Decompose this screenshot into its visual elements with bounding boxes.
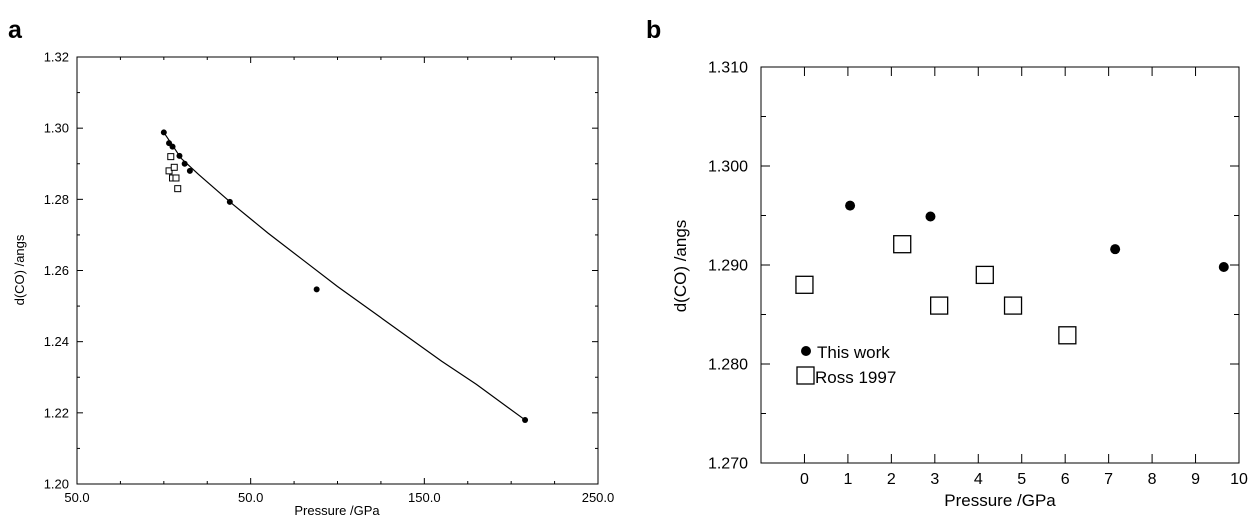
data-point-ross-1997 [930,296,949,315]
ytick-label: 1.32 [44,50,69,65]
data-point-this-work [169,143,176,150]
data-point-ross-1997 [174,185,182,193]
xtick-label: 0 [800,471,809,488]
data-point-this-work [522,416,529,423]
ytick-label: 1.300 [708,159,748,176]
xtick-label: 5 [1017,471,1026,488]
ytick-label: 1.30 [44,121,69,136]
data-point-ross-1997 [975,265,994,285]
data-point-ross-1997 [167,153,175,161]
chart-a-ticks: 1.20 1.22 1.24 1.26 1.28 1.30 1.32 50.0 50.0 150.… [44,50,615,505]
data-point-this-work [176,152,183,159]
xtick-label: 8 [1148,471,1157,488]
data-point-ross-1997 [795,275,814,294]
data-point-this-work [1218,261,1229,272]
xtick-label: 10 [1230,471,1248,488]
xtick-label: 50.0 [64,490,89,505]
ytick-label: 1.270 [708,456,748,473]
fit-curve [163,132,526,421]
chart-a-ylabel: d(CO) /angs [12,234,27,305]
legend-ross-1997-label: Ross 1997 [815,368,896,387]
xtick-label: 3 [930,471,939,488]
chart-b-ticks: 1.270 1.280 1.290 1.300 1.310 0 1 2 3 4 5 6 7 8 9 10 [708,60,1248,488]
chart-b-legend: This work Ross 1997 [796,343,896,387]
data-point-ross-1997 [172,174,180,182]
ytick-label: 1.310 [708,60,748,77]
chart-a: 1.20 1.22 1.24 1.26 1.28 1.30 1.32 50.0 50.0 150.… [12,50,614,518]
data-point-this-work [1110,244,1121,255]
xtick-label: 250.0 [582,490,615,505]
xtick-label: 1 [843,471,852,488]
data-point-this-work [186,167,193,174]
chart-a-frame [76,56,599,485]
ytick-label: 1.20 [44,477,69,492]
data-point-this-work [160,129,167,136]
ytick-label: 1.290 [708,258,748,275]
data-point-this-work [226,198,233,205]
data-point-this-work [845,200,856,211]
xtick-label: 150.0 [408,490,441,505]
data-point-this-work [181,160,188,167]
xtick-label: 2 [887,471,896,488]
chart-b-xlabel: Pressure /GPa [944,491,1056,510]
data-point-ross-1997 [1058,326,1077,345]
chart-a-xlabel: Pressure /GPa [294,503,380,518]
ytick-label: 1.26 [44,263,69,278]
chart-b-frame [760,66,1240,464]
data-point-ross-1997 [165,167,173,175]
data-point-this-work [925,211,936,222]
data-point-this-work [313,286,320,293]
legend-this-work-marker [801,346,811,356]
xtick-label: 7 [1104,471,1113,488]
legend-this-work-label: This work [817,343,890,362]
chart-b-marks [795,200,1229,345]
data-point-ross-1997 [170,163,178,171]
chart-b-ylabel: d(CO) /angs [671,220,690,313]
data-point-ross-1997 [893,235,912,254]
chart-a-marks [160,129,529,423]
xtick-label: 6 [1061,471,1070,488]
chart-b: 1.270 1.280 1.290 1.300 1.310 0 1 2 3 4 5 6 7 8 9 10 Th… [671,60,1248,510]
legend-ross-1997-marker [796,366,815,385]
data-point-ross-1997 [1003,296,1023,315]
xtick-label: 50.0 [238,490,263,505]
panel-b-letter: b [646,16,661,44]
panel-a-letter: a [8,16,23,44]
xtick-label: 9 [1191,471,1200,488]
ytick-label: 1.22 [44,405,69,420]
ytick-label: 1.24 [44,334,69,349]
xtick-label: 4 [974,471,983,488]
ytick-label: 1.280 [708,357,748,374]
ytick-label: 1.28 [44,192,69,207]
